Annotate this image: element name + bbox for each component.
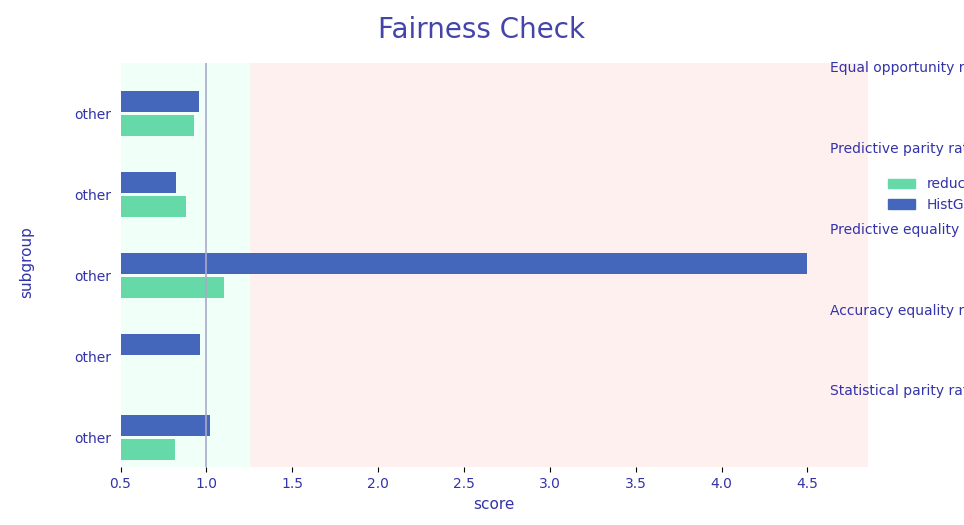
Text: subgroup: subgroup (19, 227, 35, 298)
Bar (35, 253, 808, 274)
Text: Accuracy equality ratio    (TP + TN)/(TP + FP + TN + FN): Accuracy equality ratio (TP + TN)/(TP + … (830, 303, 964, 318)
Text: Fairness Check: Fairness Check (379, 16, 585, 44)
Bar (35, 439, 175, 460)
Legend: reduced, HistGradientBoostingClassifier: reduced, HistGradientBoostingClassifier (882, 151, 964, 218)
Bar (35, 172, 176, 193)
Text: Statistical parity ratio    (TP + FP)/(TP + FP + TN + FN): Statistical parity ratio (TP + FP)/(TP +… (830, 384, 964, 398)
Bar (35, 415, 210, 436)
Text: Predictive equality ratio    FP/(FP + TN): Predictive equality ratio FP/(FP + TN) (830, 223, 964, 237)
Bar (35, 334, 201, 355)
Bar (120, 306, 250, 386)
Text: Predictive parity ratio    TP/(TP + FP): Predictive parity ratio TP/(TP + FP) (830, 142, 964, 156)
X-axis label: score: score (473, 497, 515, 511)
Bar (120, 225, 250, 306)
Text: Equal opportunity ratio    TP/(TP + FN): Equal opportunity ratio TP/(TP + FN) (830, 61, 964, 75)
Bar (120, 63, 250, 144)
Bar (120, 386, 250, 467)
Bar (35, 116, 195, 136)
Bar (35, 91, 199, 112)
Bar (35, 196, 186, 217)
Bar (120, 144, 250, 225)
Bar (35, 277, 224, 298)
